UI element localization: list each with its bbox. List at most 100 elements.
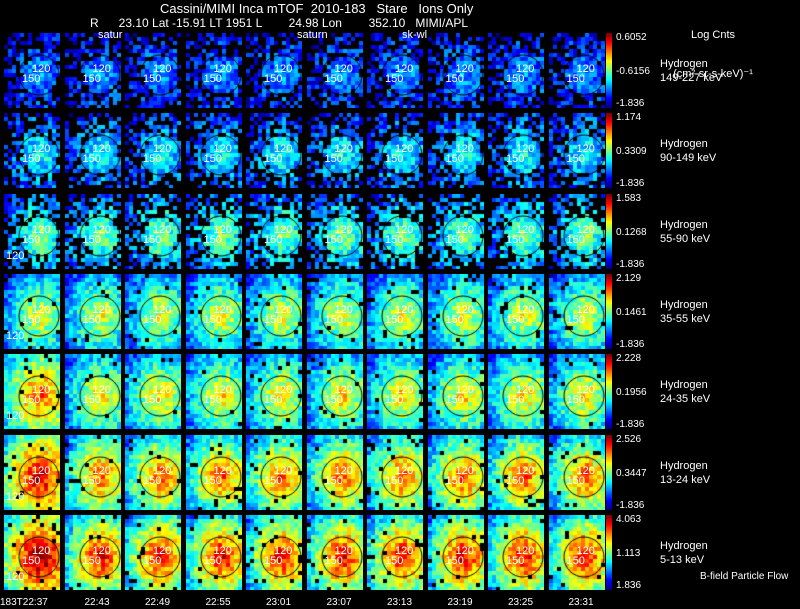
image-panel: 120 150 (548, 193, 605, 269)
panel-label: 150 (203, 474, 222, 487)
energy-range-label: 55-90 keV (660, 232, 711, 245)
panel-label: 150 (82, 313, 101, 326)
panel-label: 120 (32, 544, 51, 557)
panel-label: 120 (213, 223, 232, 236)
panel-label: 150 (566, 474, 585, 487)
image-panel: 120 150 (246, 434, 302, 510)
panel-label: 120 (516, 464, 535, 477)
image-panel: 120 150 (125, 113, 181, 189)
colorbar-min-label: -1.836 (616, 419, 645, 431)
panel-label: 120 (334, 223, 353, 236)
image-panel: 120 150 (427, 33, 484, 108)
image-panel: 120 150 (306, 113, 363, 189)
image-panel: 120 150 (4, 33, 60, 108)
colorbar-mid-label: 1.113 (616, 547, 641, 559)
plot-title: Cassini/MIMI Inca mTOF 2010-183 Stare Io… (160, 1, 474, 16)
panel-label: 150 (385, 474, 404, 487)
panel-label: 150 (506, 233, 525, 246)
image-panel: 120 150 120 (4, 273, 60, 349)
panel-label: 150 (82, 554, 101, 567)
panel-label: 150 (445, 73, 464, 85)
image-panel: 120 150 120 (4, 514, 60, 590)
panel-label: 150 (264, 474, 283, 487)
panel-label: 120 (6, 249, 25, 262)
colorbar (606, 113, 612, 189)
panel-label: 150 (506, 153, 525, 166)
panel-label: 120 (455, 464, 474, 477)
energy-band-label: Hydrogen 13-24 keV (660, 459, 710, 487)
colorbar-mid-label: 0.1956 (616, 387, 647, 399)
image-panel: 120 150 120 (4, 354, 60, 430)
panel-label: 150 (143, 153, 162, 166)
panel-label: 150 (506, 474, 525, 487)
panel-label: 120 (32, 303, 51, 316)
panel-label: 150 (143, 554, 162, 567)
image-panel: 120 150 (185, 514, 242, 590)
image-panel: 120 150 (64, 193, 121, 269)
colorbar-max-label: 4.063 (616, 513, 642, 525)
panel-label: 150 (143, 394, 162, 407)
panel-label: 150 (324, 474, 343, 487)
panel-label: 150 (566, 394, 585, 407)
time-label: 183T22:37 (0, 597, 48, 608)
energy-range-label: 5-13 keV (660, 553, 705, 566)
panel-label: 120 (92, 63, 111, 75)
panel-label: 120 (576, 143, 595, 156)
panel-label: 120 (395, 223, 414, 236)
energy-range-label: 13-24 keV (660, 473, 711, 486)
image-panel: 120 150 (367, 354, 423, 430)
column-label: saturn (297, 29, 328, 41)
image-panel: 120 150 (306, 33, 363, 108)
species-label: Hydrogen (660, 58, 708, 70)
time-label: 23:25 (508, 597, 534, 608)
image-panel: 120 150 (427, 434, 484, 510)
image-panel: 120 150 (488, 514, 544, 590)
panel-label: 120 (395, 544, 414, 557)
panel-label: 120 (334, 544, 353, 557)
panel-label: 120 (395, 63, 414, 75)
panel-label: 150 (22, 153, 41, 166)
image-panel: 120 150 (488, 33, 544, 108)
image-panel: 120 150 120 (4, 193, 60, 269)
panel-label: 120 (32, 223, 51, 236)
image-panel: 120 150 (488, 354, 544, 430)
panel-label: 120 (576, 303, 595, 316)
panel-label: 150 (264, 313, 283, 326)
panel-label: 150 (566, 313, 585, 326)
image-panel: 120 150 (64, 434, 121, 510)
image-panel: 120 150 (548, 273, 605, 349)
image-panel: 120 150 (246, 193, 302, 269)
panel-label: 120 (213, 384, 232, 397)
panel-label: 150 (203, 394, 222, 407)
energy-range-label: 90-149 keV (660, 152, 717, 165)
panel-label: 120 (32, 464, 51, 477)
panel-label: 150 (385, 73, 404, 85)
colorbar-max-label: 2.526 (616, 433, 642, 445)
panel-label: 150 (22, 394, 41, 407)
species-label: Hydrogen (660, 459, 708, 472)
panel-label: 120 (32, 63, 51, 75)
energy-range-label: 149-227 keV (660, 72, 723, 84)
panel-label: 150 (82, 474, 101, 487)
image-panel: 120 150 (125, 434, 181, 510)
image-panel: 120 150 (64, 514, 121, 590)
colorbar (606, 193, 612, 269)
panel-label: 120 (92, 223, 111, 236)
panel-label: 150 (566, 73, 585, 85)
panel-label: 150 (264, 153, 283, 166)
panel-label: 150 (566, 233, 585, 246)
panel-label: 120 (92, 464, 111, 477)
species-label: Hydrogen (660, 138, 708, 151)
colorbar-max-label: 2.129 (616, 272, 642, 284)
panel-label: 120 (576, 63, 595, 75)
image-panel: 120 150 (367, 514, 423, 590)
panel-label: 150 (264, 554, 283, 567)
image-panel: 120 150 (185, 113, 242, 189)
panel-label: 150 (324, 73, 343, 85)
colorbar-min-label: -1.836 (616, 338, 645, 350)
energy-range-label: 35-55 keV (660, 312, 711, 325)
panel-label: 120 (213, 303, 232, 316)
image-panel: 120 150 (64, 354, 121, 430)
panel-label: 120 (455, 223, 474, 236)
panel-label: 150 (506, 554, 525, 567)
